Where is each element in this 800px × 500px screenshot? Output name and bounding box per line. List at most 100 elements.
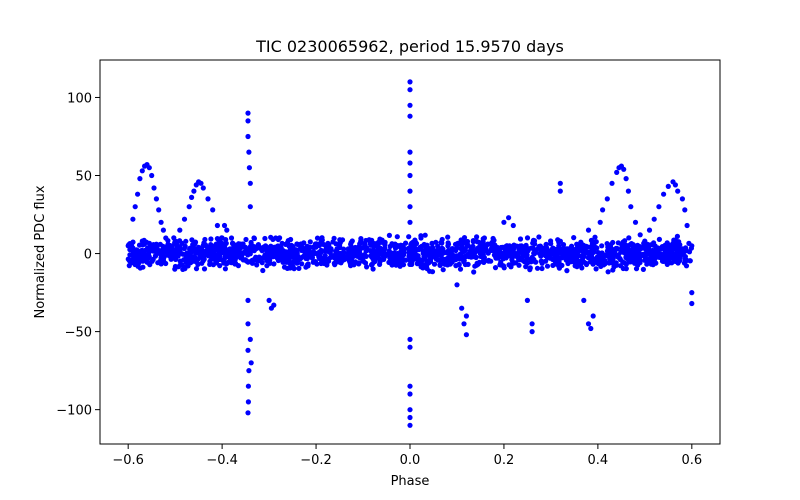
data-point (472, 263, 478, 269)
scatter-points (125, 79, 695, 428)
data-point (651, 240, 657, 246)
data-point (316, 249, 322, 255)
x-tick-label: 0.0 (400, 453, 421, 468)
data-point (364, 264, 370, 270)
data-point (375, 249, 381, 255)
data-point (622, 249, 629, 255)
data-point (637, 232, 643, 238)
data-point (587, 249, 593, 255)
data-point (254, 262, 260, 268)
data-point (679, 196, 686, 202)
data-point (277, 253, 283, 259)
data-point (257, 245, 263, 251)
data-point (593, 266, 599, 272)
y-axis-label: Normalized PDC flux (33, 185, 48, 318)
data-point (359, 245, 365, 251)
data-point (576, 248, 583, 254)
data-point (418, 235, 424, 241)
data-point (232, 261, 238, 267)
data-point (534, 265, 541, 271)
data-point (558, 263, 564, 269)
data-point (399, 249, 405, 255)
data-point (553, 246, 559, 252)
data-point (184, 250, 190, 256)
data-point (516, 262, 522, 268)
data-point (183, 259, 189, 266)
data-point (406, 234, 412, 240)
data-point (486, 258, 492, 264)
data-point (245, 399, 251, 405)
data-point (388, 250, 394, 256)
data-point (199, 260, 205, 266)
data-point (543, 242, 549, 248)
data-point (434, 248, 440, 254)
data-point (435, 243, 441, 249)
data-point (517, 236, 524, 242)
data-point (296, 265, 302, 271)
data-point (440, 267, 446, 273)
data-point (627, 241, 634, 248)
x-axis: −0.6 −0.4 −0.2 0.0 0.2 0.4 0.6 (112, 444, 702, 468)
data-point (492, 250, 498, 256)
data-point (208, 254, 214, 260)
data-point (572, 259, 578, 266)
data-point (609, 180, 615, 186)
data-point (313, 244, 319, 250)
data-point (317, 256, 323, 262)
data-point (136, 242, 143, 248)
data-point (457, 266, 464, 272)
data-point (205, 196, 211, 202)
data-point (620, 239, 626, 245)
data-point (350, 259, 356, 265)
data-point (363, 248, 369, 254)
data-point (591, 259, 597, 265)
data-point (520, 253, 526, 259)
data-point (565, 258, 572, 264)
data-point (567, 249, 573, 255)
data-point (338, 256, 344, 262)
data-point (245, 383, 251, 389)
data-point (495, 255, 501, 261)
data-point (370, 266, 376, 272)
data-point (271, 302, 277, 308)
data-point (681, 260, 688, 266)
data-point (660, 258, 666, 264)
data-point (422, 232, 428, 238)
data-point (198, 180, 204, 186)
data-point (247, 180, 253, 186)
data-point (394, 234, 400, 240)
data-point (382, 242, 388, 248)
data-point (245, 297, 251, 303)
data-point (602, 260, 608, 266)
data-point (311, 250, 317, 256)
data-point (227, 251, 233, 257)
data-point (298, 245, 304, 251)
data-point (459, 305, 465, 311)
data-point (429, 269, 436, 275)
data-point (245, 347, 251, 353)
data-point (367, 248, 373, 254)
data-point (537, 246, 543, 252)
data-point (350, 246, 356, 253)
data-point (599, 243, 605, 249)
data-point (179, 262, 185, 268)
data-point (189, 194, 195, 200)
data-point (437, 262, 443, 268)
data-point (458, 255, 464, 261)
data-point (672, 182, 679, 188)
data-point (689, 290, 695, 296)
data-point (161, 254, 167, 260)
data-point (665, 245, 671, 251)
data-point (420, 248, 426, 254)
data-point (244, 258, 250, 264)
data-point (246, 368, 252, 374)
data-point (581, 297, 587, 303)
data-point (253, 245, 259, 252)
data-point (507, 253, 513, 259)
data-point (615, 240, 621, 246)
data-point (212, 256, 218, 262)
x-axis-label: Phase (391, 474, 430, 489)
data-point (368, 262, 375, 268)
data-point (564, 268, 570, 274)
x-tick-label: 0.6 (681, 453, 702, 468)
